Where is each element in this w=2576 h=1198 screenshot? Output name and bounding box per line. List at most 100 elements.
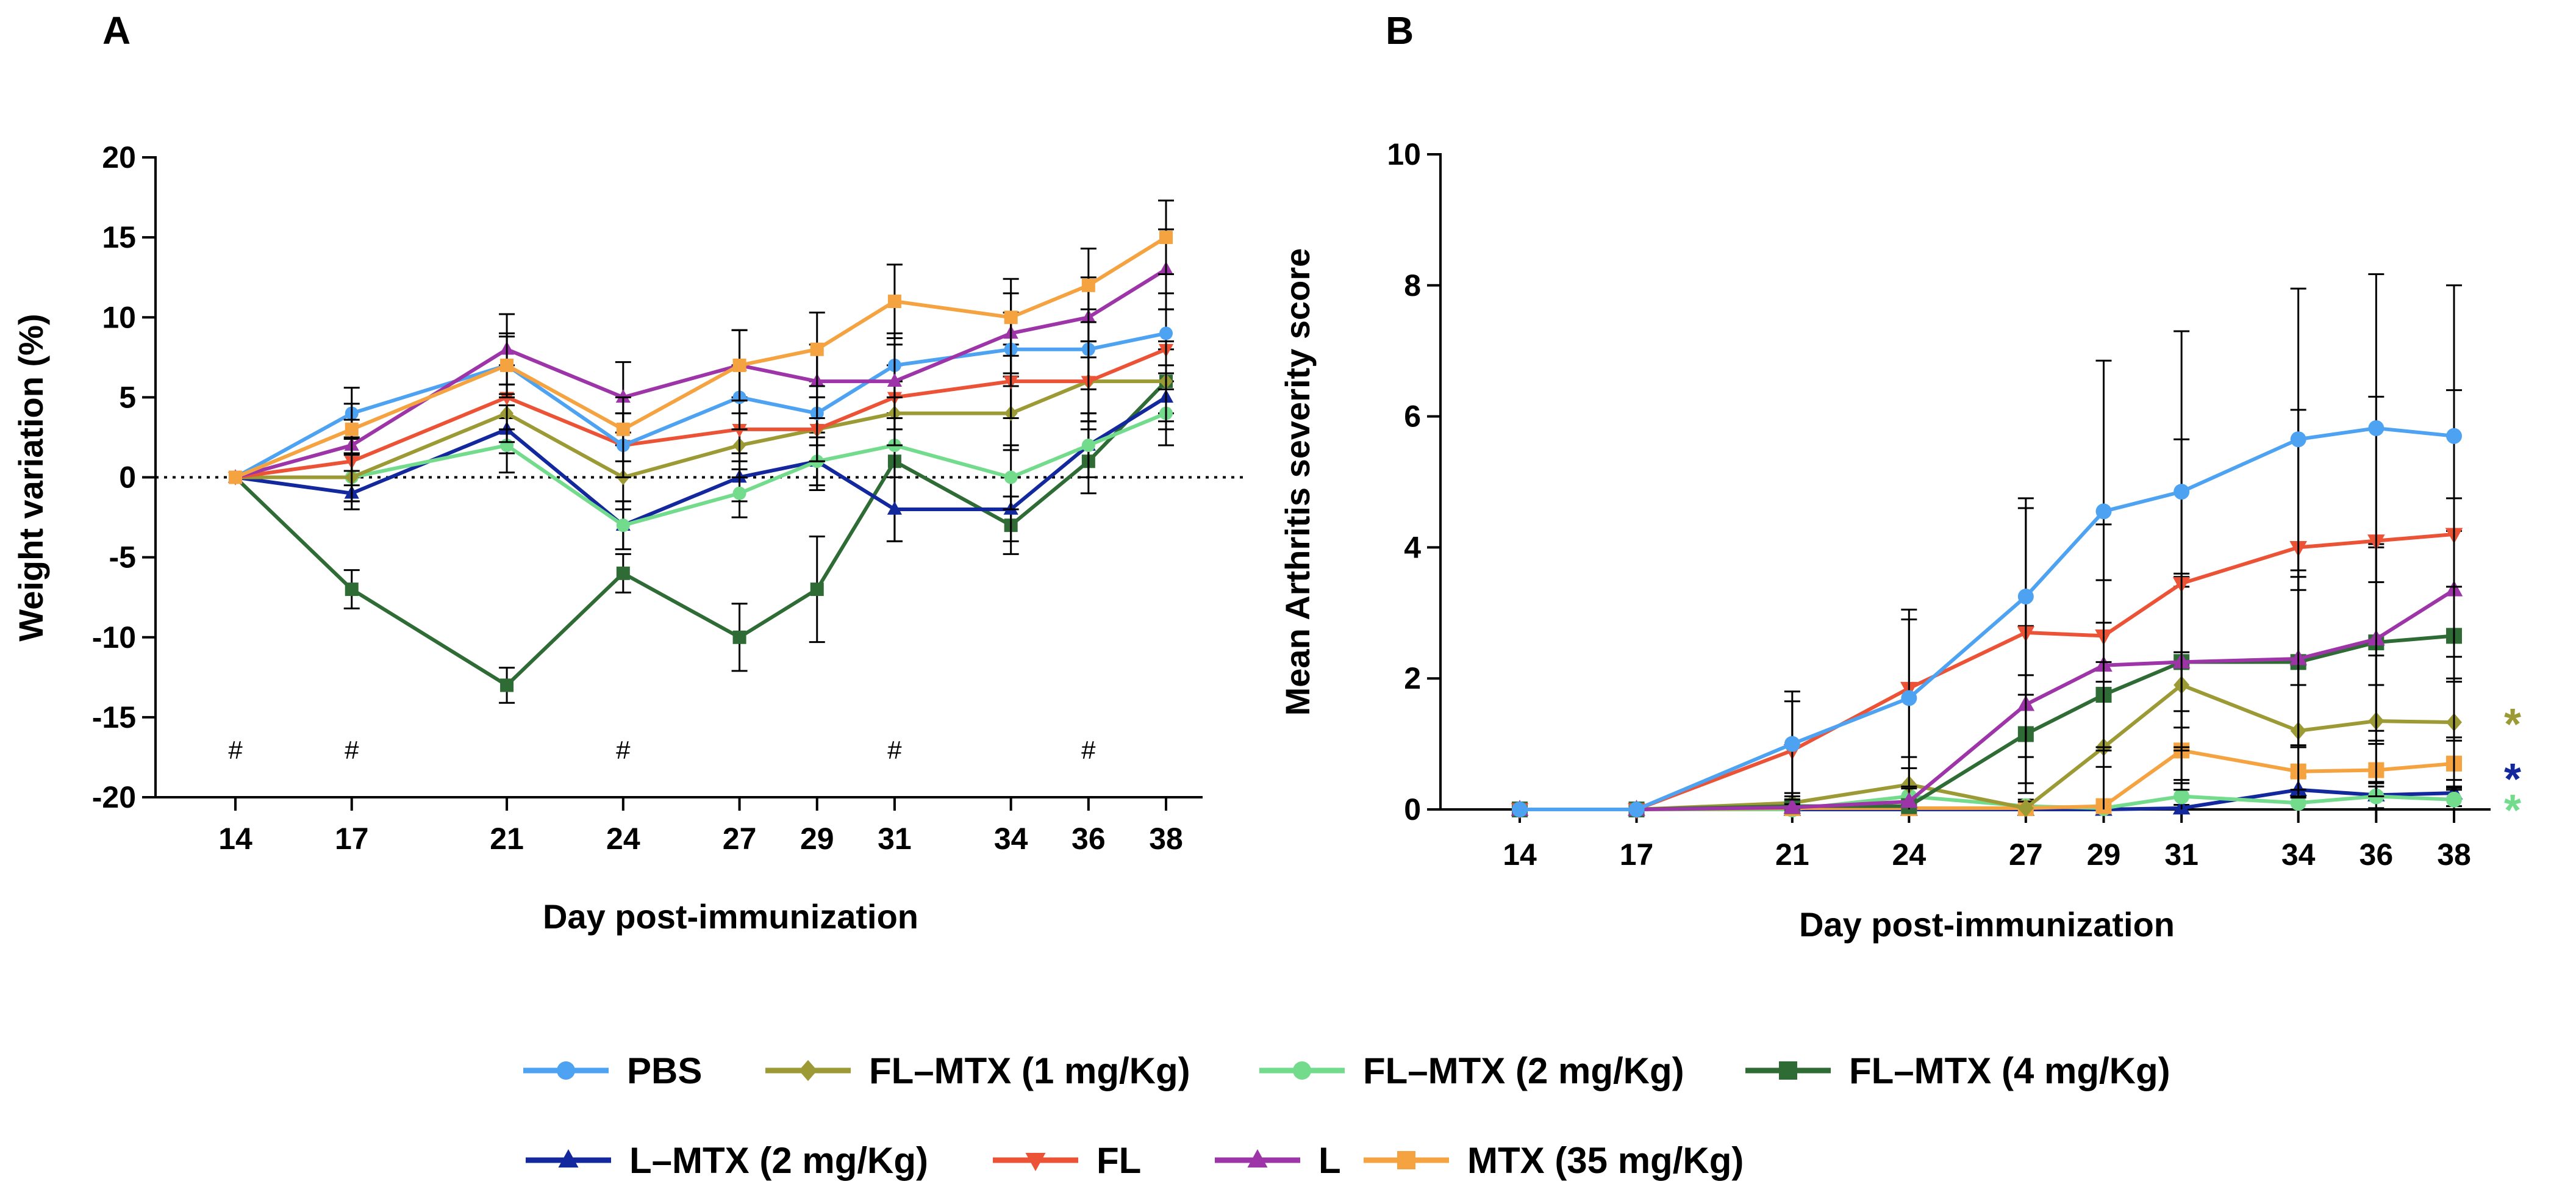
significance-asterisk: * (2504, 786, 2521, 835)
series-line (235, 347, 1167, 479)
x-tick-label: 34 (2281, 838, 2316, 872)
series-pbs (1512, 273, 2462, 817)
x-tick-label: 38 (1149, 822, 1183, 856)
x-tick-label: 17 (1620, 838, 1654, 872)
legend-item-pbs: PBS (523, 1050, 702, 1091)
data-point (1512, 802, 1528, 817)
legend: PBS FL–MTX (1 mg/Kg) FL–MTX (2 mg/Kg) FL–MT… (523, 1050, 2170, 1181)
x-tick-label: 24 (1892, 838, 1927, 872)
legend-label: MTX (35 mg/Kg) (1467, 1140, 1744, 1181)
legend-item-fl-mtx-4-mg-kg: FL–MTX (4 mg/Kg) (1745, 1050, 2170, 1091)
series-line (1520, 634, 2455, 811)
x-tick-label: 17 (335, 822, 369, 856)
x-tick-label: 29 (2087, 838, 2121, 872)
data-point (345, 583, 359, 597)
legend-item-l-mtx-2-mg-kg: L–MTX (2 mg/Kg) (526, 1140, 928, 1181)
data-point (2368, 420, 2385, 436)
data-point (887, 373, 903, 387)
data-point (887, 295, 901, 309)
series-fl (1511, 389, 2463, 819)
panel-b-letter: B (1386, 9, 1414, 52)
x-axis-title: Day post-immunization (543, 897, 918, 936)
y-tick-label: -15 (92, 700, 136, 734)
legend-marker (1397, 1151, 1415, 1169)
significance-hash: # (887, 736, 902, 764)
legend-label: PBS (627, 1050, 702, 1091)
y-tick-label: 15 (102, 220, 136, 254)
series-fl-mtx-1-mg-kg (1512, 586, 2462, 819)
data-point (2290, 431, 2306, 448)
data-point (500, 358, 514, 372)
series-line (234, 331, 1167, 479)
data-point (1159, 326, 1173, 340)
x-tick-label: 34 (994, 822, 1028, 856)
legend-item-l: L (1215, 1140, 1341, 1181)
data-point (2174, 484, 2190, 500)
x-tick-label: 36 (2360, 838, 2394, 872)
y-tick-label: -5 (109, 540, 136, 575)
legend-item-fl-mtx-2-mg-kg: FL–MTX (2 mg/Kg) (1259, 1050, 1684, 1091)
series-l (227, 228, 1174, 483)
series-line (1520, 532, 2455, 811)
data-point (732, 424, 747, 438)
data-point (1901, 690, 1917, 706)
significance-hash: # (1081, 736, 1096, 764)
legend-label: FL (1097, 1140, 1141, 1181)
x-tick-label: 27 (723, 822, 757, 856)
x-tick-label: 36 (1072, 822, 1106, 856)
series-mtx-35-mg-kg (229, 199, 1174, 484)
data-point (2017, 588, 2034, 604)
data-point (1159, 231, 1173, 245)
legend-marker (558, 1149, 579, 1168)
data-point (1783, 798, 1801, 814)
y-tick-label: 0 (1404, 792, 1421, 827)
series-fl-mtx-4-mg-kg (229, 348, 1174, 704)
x-tick-label: 14 (218, 822, 252, 856)
x-tick-label: 31 (2164, 838, 2199, 872)
legend-label: L (1318, 1140, 1341, 1181)
y-tick-label: 2 (1404, 661, 1421, 695)
legend-marker (1025, 1153, 1046, 1171)
y-tick-label: 10 (1387, 137, 1421, 171)
data-point (887, 501, 903, 515)
data-point (1900, 792, 1918, 808)
data-point (1004, 310, 1018, 325)
series-line (235, 395, 1167, 528)
legend-item-fl: FL (993, 1140, 1141, 1181)
data-point (732, 630, 746, 644)
significance-hash: # (616, 736, 631, 764)
legend-marker (1779, 1061, 1797, 1080)
x-tick-label: 38 (2437, 838, 2471, 872)
series-fl-mtx-4-mg-kg (1512, 530, 2462, 817)
legend-marker (799, 1060, 817, 1081)
data-point (616, 422, 630, 436)
x-axis-title: Day post-immunization (1799, 905, 2175, 944)
y-tick-label: 8 (1404, 268, 1421, 303)
data-point (2446, 791, 2462, 808)
legend-marker (1247, 1149, 1268, 1168)
series-line (234, 380, 1168, 687)
data-point (500, 678, 514, 692)
data-point (1004, 470, 1018, 484)
significance-asterisk: * (2504, 755, 2521, 804)
y-tick-label: -10 (92, 620, 136, 655)
legend-label: FL–MTX (4 mg/Kg) (1849, 1050, 2170, 1091)
data-point (1784, 736, 1800, 752)
legend-item-fl-mtx-1-mg-kg: FL–MTX (1 mg/Kg) (765, 1050, 1190, 1091)
data-point (1081, 439, 1095, 453)
y-tick-label: 4 (1404, 530, 1421, 564)
legend-label: FL–MTX (2 mg/Kg) (1363, 1050, 1684, 1091)
chart-panel-a: -20 -15 -10 -5 0 5 10 15 20 14 17 21 24 27 29 31 34 36 38 D… (12, 140, 1244, 936)
series-line (235, 411, 1167, 528)
data-point (2174, 788, 2190, 805)
significance-hash: # (228, 736, 243, 764)
series-fl (227, 308, 1174, 487)
legend-marker (557, 1061, 575, 1080)
x-tick-label: 24 (606, 822, 640, 856)
y-tick-label: 20 (102, 140, 136, 174)
panel-a-letter: A (102, 9, 131, 52)
data-point (810, 583, 824, 597)
legend-marker (1293, 1061, 1311, 1080)
